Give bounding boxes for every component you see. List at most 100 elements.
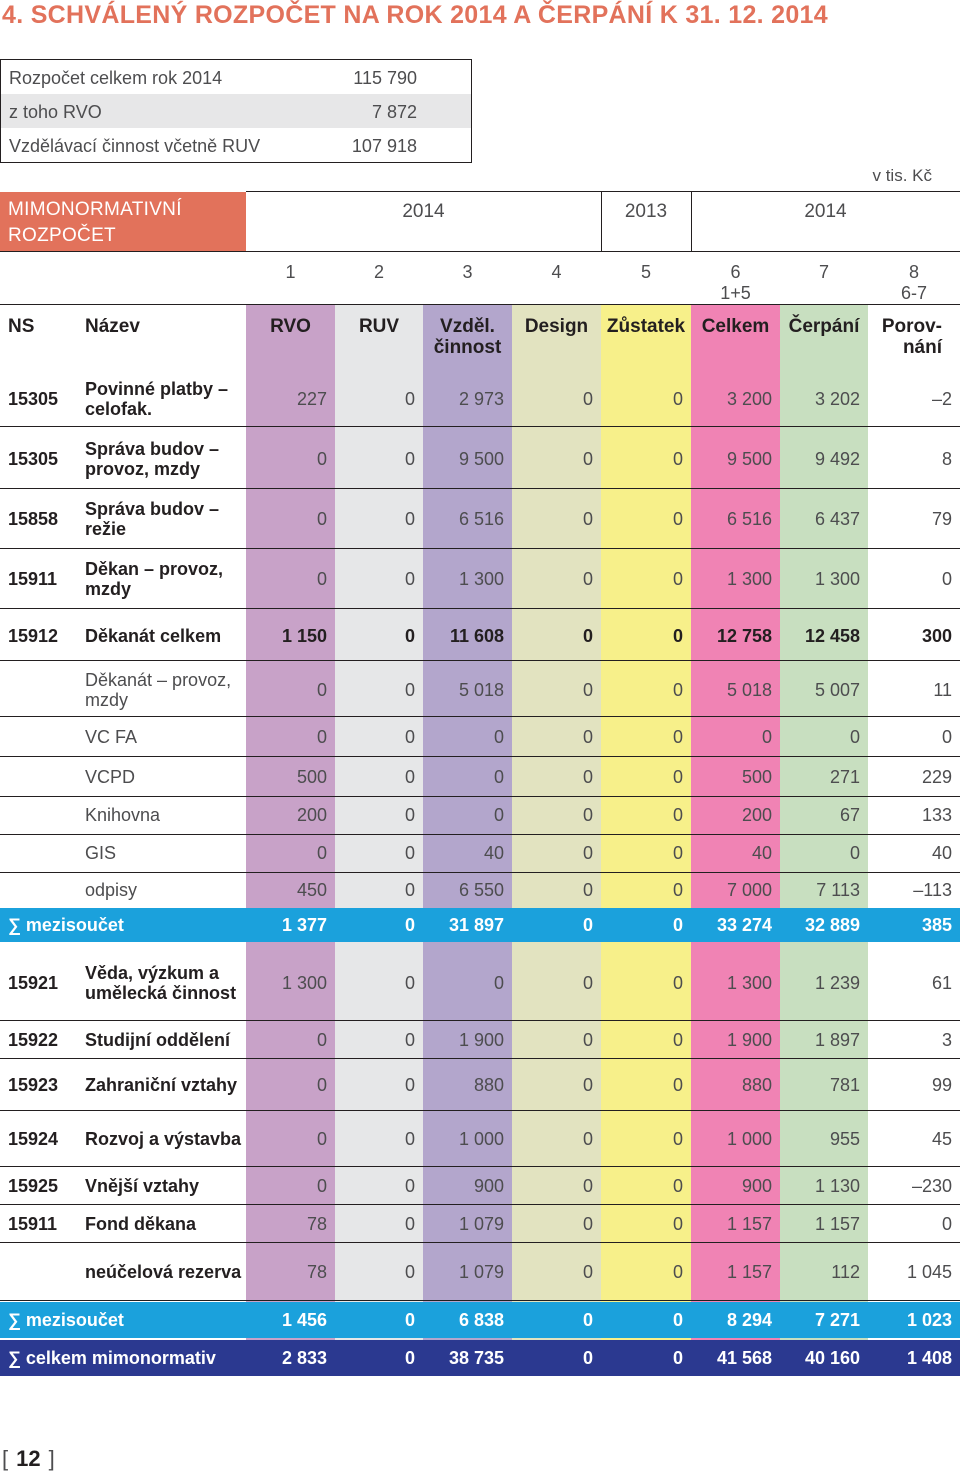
row-name: GIS [85, 843, 117, 863]
value-zustatek: 0 [672, 388, 683, 409]
value-design: 0 [582, 879, 593, 900]
value-cerpani: 12 458 [804, 625, 860, 646]
table-row: 15911 Děkan – provoz, mzdy 0 0 1 300 0 0 1 300 1… [0, 550, 960, 608]
value-design: 0 [582, 1074, 593, 1095]
value-celkem: 9 500 [726, 448, 772, 469]
value-vzdel: 40 [483, 842, 504, 863]
value-porov: 133 [921, 804, 952, 825]
row-divider [0, 756, 960, 757]
value-rvo: 0 [316, 1128, 327, 1149]
row-name: odpisy [85, 880, 138, 900]
value-cerpani: 112 [831, 1261, 860, 1282]
section-title: MIMONORMATIVNÍ ROZPOČET [0, 192, 246, 251]
value-celkem: 6 516 [726, 508, 772, 529]
row-ns [8, 718, 82, 756]
row-label: ∑ celkem mimonormativ [8, 1348, 216, 1368]
column-bg-zustatek [601, 304, 691, 1376]
value-design: 0 [582, 625, 593, 646]
value-vzdel: 6 516 [458, 508, 504, 529]
row-ns: 15911 [8, 1213, 58, 1234]
value-design: 0 [582, 388, 593, 409]
value-celkem: 200 [741, 804, 772, 825]
value-vzdel: 6 838 [458, 1309, 504, 1330]
row-name: Děkanát celkem [85, 626, 222, 646]
value-zustatek: 0 [672, 804, 683, 825]
value-rvo: 0 [316, 508, 327, 529]
value-celkem: 500 [741, 766, 772, 787]
column-number: 5 [640, 262, 651, 282]
value-zustatek: 0 [672, 1309, 683, 1330]
row-divider [0, 548, 960, 549]
value-cerpani: 7 271 [814, 1309, 860, 1330]
row-name: VC FA [85, 727, 138, 747]
value-ruv: 0 [404, 914, 415, 935]
summary-value: 7 872 [371, 102, 417, 122]
row-divider [0, 426, 960, 427]
row-divider [0, 796, 960, 797]
value-celkem: 1 157 [726, 1213, 772, 1234]
value-porov: 1 023 [906, 1309, 952, 1330]
value-ruv: 0 [404, 879, 415, 900]
value-rvo: 0 [316, 448, 327, 469]
column-bg-design [512, 304, 601, 1376]
value-celkem: 1 300 [726, 568, 772, 589]
summary-row: Vzdělávací činnost včetně RUV 107 918 [1, 128, 471, 162]
value-design: 0 [582, 1029, 593, 1050]
value-celkem: 40 [751, 842, 772, 863]
row-ns: 15925 [8, 1175, 59, 1196]
row-ns: 15858 [8, 508, 59, 529]
value-design: 0 [582, 1213, 593, 1234]
page-number: [12] [2, 1446, 55, 1471]
value-cerpani: 1 897 [814, 1029, 860, 1050]
value-vzdel: 1 079 [458, 1261, 504, 1282]
table-row: Děkanát – provoz, mzdy 0 0 5 018 0 0 5 018 5 00… [0, 664, 960, 716]
row-name: Vnější vztahy [85, 1176, 200, 1196]
column-number: 1 [285, 262, 296, 282]
value-ruv: 0 [404, 842, 415, 863]
value-zustatek: 0 [672, 1347, 683, 1368]
value-porov: 1 045 [906, 1261, 952, 1282]
value-cerpani: 1 300 [814, 568, 860, 589]
value-ruv: 0 [404, 1175, 415, 1196]
column-bg-rvo [246, 304, 335, 1376]
table-row: 15921 Věda, výzkum a umělecká činnost 1 30… [0, 946, 960, 1020]
year-header-2013: 2013 [624, 201, 668, 222]
row-ns: 15305 [8, 448, 59, 469]
value-celkem: 1 157 [726, 1261, 772, 1282]
value-vzdel: 2 973 [458, 388, 504, 409]
row-ns: 15922 [8, 1029, 59, 1050]
row-ns: 15305 [8, 388, 59, 409]
subtotal-row: ∑ mezisoučet 1 377 0 31 897 0 0 33 274 32 889 38… [0, 908, 960, 942]
row-divider [0, 608, 960, 609]
value-vzdel: 1 079 [458, 1213, 504, 1234]
value-celkem: 880 [741, 1074, 772, 1095]
value-ruv: 0 [404, 1213, 415, 1234]
value-design: 0 [582, 804, 593, 825]
value-porov: 99 [931, 1074, 952, 1095]
value-vzdel: 0 [493, 726, 504, 747]
value-design: 0 [582, 1175, 593, 1196]
value-zustatek: 0 [672, 879, 683, 900]
header-col: Celkem [701, 316, 770, 337]
value-cerpani: 5 007 [814, 679, 860, 700]
value-porov: 61 [931, 972, 952, 993]
rule [246, 191, 960, 192]
value-rvo: 0 [316, 1074, 327, 1095]
value-celkem: 33 274 [716, 914, 772, 935]
value-cerpani: 1 239 [814, 972, 860, 993]
row-label: ∑ mezisoučet [8, 1310, 124, 1330]
row-name: Povinné platby – celofak. [85, 379, 229, 419]
value-vzdel: 38 735 [448, 1347, 504, 1368]
value-rvo: 0 [316, 842, 327, 863]
value-porov: 300 [921, 625, 952, 646]
value-porov: 0 [941, 568, 952, 589]
value-design: 0 [582, 1128, 593, 1149]
header-col: Čerpání [788, 316, 860, 337]
column-number: 4 [551, 262, 562, 282]
value-cerpani: 1 130 [814, 1175, 860, 1196]
value-porov: 3 [941, 1029, 952, 1050]
value-ruv: 0 [404, 1347, 415, 1368]
year-divider [691, 192, 692, 251]
value-design: 0 [582, 914, 593, 935]
value-celkem: 0 [761, 726, 772, 747]
